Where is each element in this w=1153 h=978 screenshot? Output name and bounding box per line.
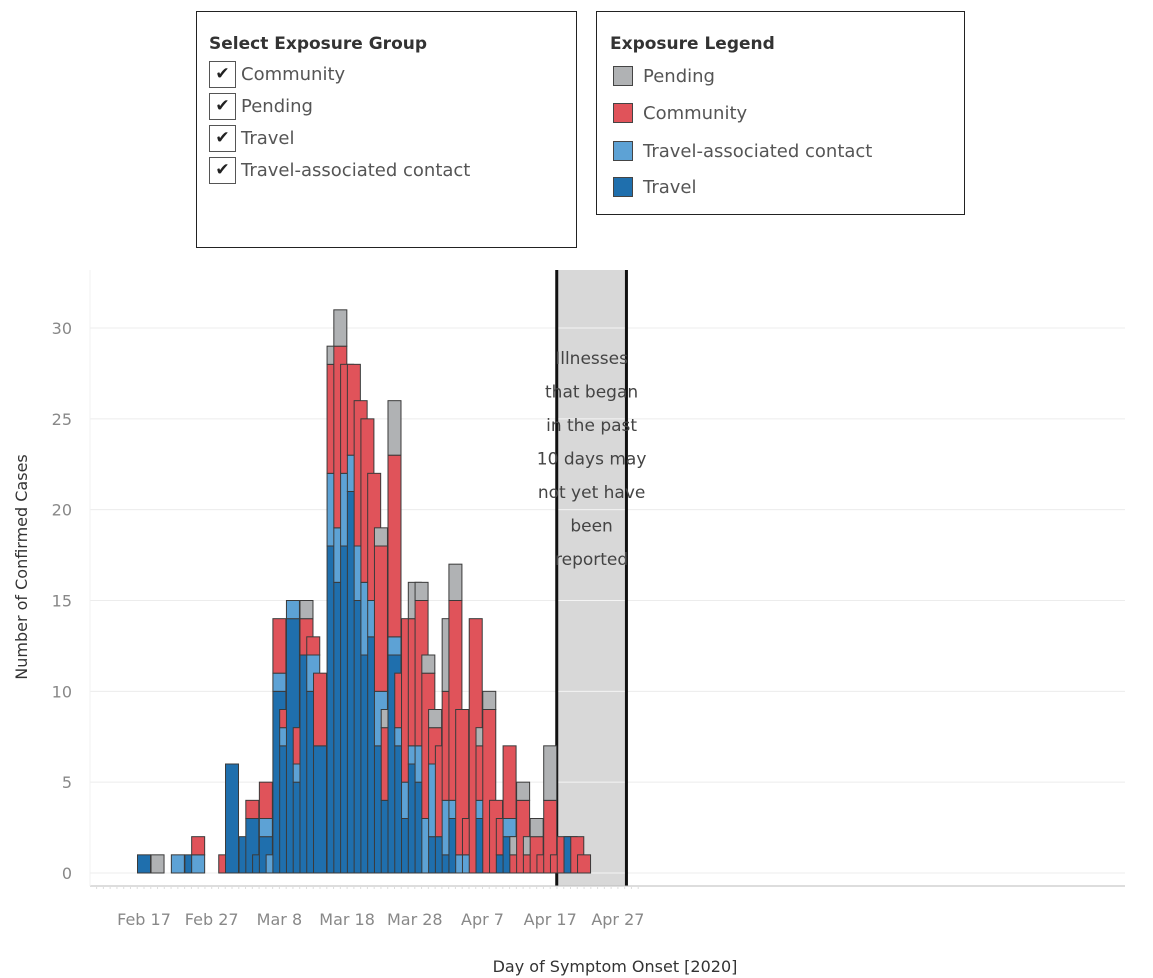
bar-segment-pending	[421, 654, 436, 674]
annotation-text-line: Illnesses	[555, 349, 628, 369]
filter-title: Select Exposure Group	[209, 34, 428, 54]
bar-segment-travel-associated-contact	[502, 818, 517, 838]
bar-segment-community	[373, 545, 388, 692]
annotation-text-line: 10 days may	[537, 450, 647, 470]
checkbox-community[interactable]: ✔	[209, 60, 236, 88]
filter-label: Pending	[241, 95, 313, 117]
check-icon: ✔	[215, 64, 230, 84]
legend-swatch	[613, 103, 633, 123]
x-tick-label: Apr 27	[591, 910, 644, 929]
bar-segment-travel-associated-contact	[170, 854, 185, 874]
y-tick-label: 0	[62, 864, 72, 883]
x-tick-label: Feb 17	[117, 910, 171, 929]
bar-segment-pending	[428, 709, 443, 729]
y-tick-label: 25	[52, 410, 72, 429]
bar-segment-travel-associated-contact	[191, 854, 206, 874]
checkbox-travel[interactable]: ✔	[209, 124, 236, 152]
legend-label: Travel-associated contact	[643, 140, 873, 162]
y-tick-label: 10	[52, 682, 72, 701]
axes: 0 5 10 15 20 25 30 Feb 17 Feb 27 Mar 8 Mar 18 Mar 2…	[52, 270, 1125, 929]
y-axis-title: Number of Confirmed Cases	[12, 454, 31, 680]
bar-segment-community	[272, 618, 287, 674]
legend-swatch	[613, 177, 633, 197]
annotation-region: Illnesses that began in the past 10 days ma…	[537, 270, 647, 886]
check-icon: ✔	[215, 160, 230, 180]
bar-segment-pending	[516, 781, 531, 801]
annotation-text-line: not yet have	[538, 483, 646, 503]
x-tick-label: Apr 7	[461, 910, 504, 929]
bar-segment-pending	[299, 600, 314, 620]
filter-label: Travel-associated contact	[241, 159, 471, 181]
legend-item-pending: Pending	[613, 63, 715, 89]
filter-label: Community	[241, 63, 346, 85]
bar-segment-travel	[313, 745, 328, 874]
y-tick-label: 5	[62, 773, 72, 792]
legend-title: Exposure Legend	[610, 34, 775, 54]
bar-segment-community	[191, 836, 206, 856]
checkbox-travel-associated-contact[interactable]: ✔	[209, 156, 236, 184]
check-icon: ✔	[215, 128, 230, 148]
exposure-group-filter: Select Exposure Group ✔ Community ✔ Pend…	[196, 11, 577, 248]
annotation-text-line: in the past	[546, 416, 637, 436]
filter-item-travel[interactable]: ✔ Travel	[209, 124, 295, 152]
bar-segment-community	[306, 636, 321, 656]
y-tick-label: 30	[52, 319, 72, 338]
bar-segment-pending	[333, 309, 348, 347]
filter-item-community[interactable]: ✔ Community	[209, 60, 345, 88]
bar-segment-pending	[529, 818, 544, 838]
legend-item-community: Community	[613, 100, 747, 126]
legend-item-travel: Travel	[613, 174, 697, 200]
filter-item-travel-associated-contact[interactable]: ✔ Travel-associated contact	[209, 156, 470, 184]
x-tick-label: Apr 17	[524, 910, 577, 929]
annotation-text-line: been	[570, 517, 612, 537]
bar-segment-travel	[137, 854, 151, 874]
bar-segment-community	[502, 745, 517, 819]
annotation-text-line: that began	[545, 383, 638, 403]
bar-segment-community	[313, 672, 328, 747]
legend-label: Community	[643, 102, 748, 124]
bar-segment-community	[258, 781, 273, 820]
exposure-legend: Exposure Legend Pending Community Travel…	[596, 11, 965, 215]
bar-segment-pending	[387, 400, 402, 456]
bar-segment-pending	[482, 690, 497, 710]
legend-item-travel-associated-contact: Travel-associated contact	[613, 138, 872, 164]
x-tick-label: Mar 18	[319, 910, 375, 929]
bar-segment-community	[245, 799, 260, 819]
checkbox-pending[interactable]: ✔	[209, 92, 236, 120]
bar-segment-travel-associated-contact	[272, 672, 287, 692]
bar-segment-pending	[150, 854, 165, 874]
y-tick-label: 20	[52, 501, 72, 520]
x-tick-label: Mar 8	[257, 910, 302, 929]
x-axis-title: Day of Symptom Onset [2020]	[493, 957, 738, 976]
legend-label: Pending	[643, 65, 715, 87]
annotation-shade	[556, 270, 627, 886]
bar-segment-community	[577, 854, 592, 874]
bar-segment-pending	[414, 581, 429, 601]
bar-segment-travel-associated-contact	[285, 600, 300, 620]
bar-segment-travel	[225, 763, 240, 874]
x-tick-label: Feb 27	[185, 910, 239, 929]
bar-segment-pending	[448, 563, 463, 602]
filter-item-pending[interactable]: ✔ Pending	[209, 92, 313, 120]
annotation-text-line: reported	[555, 550, 628, 570]
bar-segment-travel-associated-contact	[387, 636, 402, 656]
bars	[137, 309, 592, 874]
bar-segment-community	[387, 454, 402, 638]
bar-segment-pending	[543, 745, 558, 801]
bar-segment-travel-associated-contact	[258, 818, 273, 838]
y-tick-label: 15	[52, 592, 72, 611]
bar-segment-pending	[373, 527, 388, 547]
filter-label: Travel	[241, 127, 295, 149]
check-icon: ✔	[215, 96, 230, 116]
x-tick-label: Mar 28	[387, 910, 443, 929]
legend-swatch	[613, 141, 633, 161]
legend-label: Travel	[643, 176, 697, 198]
legend-swatch	[613, 66, 633, 86]
